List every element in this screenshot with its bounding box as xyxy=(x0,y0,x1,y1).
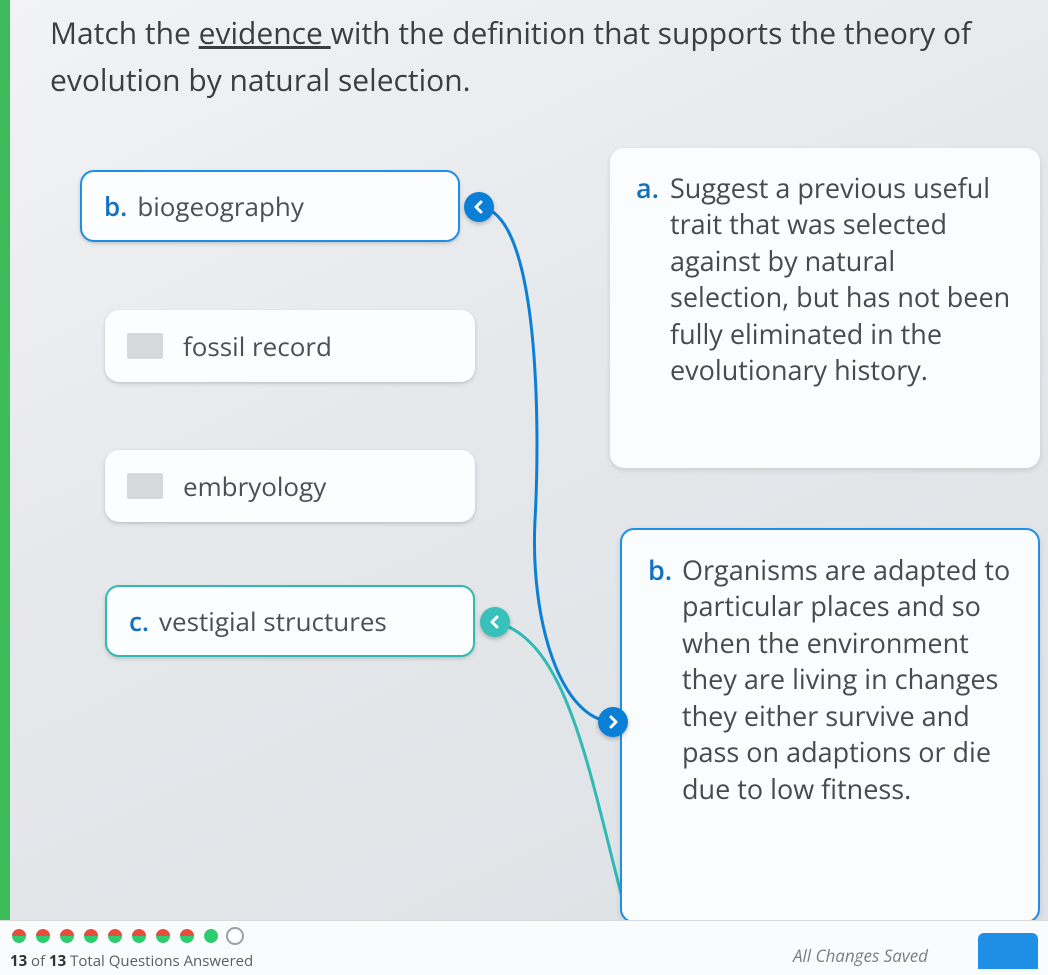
def-letter: a. xyxy=(636,170,670,389)
evidence-card-fossil-record[interactable]: fossil record xyxy=(105,310,475,382)
footer-action-button[interactable] xyxy=(978,933,1038,969)
connector-node-node-vestigial[interactable] xyxy=(480,607,510,637)
answered-count: 13 xyxy=(10,951,27,971)
progress-suffix: Total Questions Answered xyxy=(66,951,253,971)
card-label: embryology xyxy=(183,468,326,504)
def-text: Suggest a previous useful trait that was… xyxy=(670,170,1014,389)
card-label: vestigial structures xyxy=(159,603,387,639)
def-letter: b. xyxy=(648,552,682,807)
card-letter: c. xyxy=(129,603,149,639)
question-prefix: Match the xyxy=(50,12,199,53)
question-underlined: evidence xyxy=(199,12,331,53)
footer-bar: 13 of 13 Total Questions Answered All Ch… xyxy=(0,920,1048,975)
definition-card-def-a[interactable]: a.Suggest a previous useful trait that w… xyxy=(610,148,1040,468)
card-swatch xyxy=(127,333,163,359)
progress-dot[interactable] xyxy=(82,927,100,945)
progress-dot[interactable] xyxy=(130,927,148,945)
evidence-card-biogeography[interactable]: b. biogeography xyxy=(80,170,460,242)
question-text: Match the evidence with the definition t… xyxy=(50,10,1028,103)
save-status: All Changes Saved xyxy=(793,944,928,967)
progress-dot[interactable] xyxy=(10,927,28,945)
card-label: fossil record xyxy=(183,328,332,364)
progress-dot[interactable] xyxy=(34,927,52,945)
evidence-card-vestigial[interactable]: c. vestigial structures xyxy=(105,585,475,657)
progress-of: of xyxy=(27,951,49,971)
evidence-card-embryology[interactable]: embryology xyxy=(105,450,475,522)
progress-dots xyxy=(10,927,244,945)
connector-node-node-defb[interactable] xyxy=(598,707,628,737)
card-label: biogeography xyxy=(137,188,304,224)
progress-dot[interactable] xyxy=(202,927,220,945)
progress-dot[interactable] xyxy=(58,927,76,945)
connection-path xyxy=(479,207,613,722)
connection-path xyxy=(495,622,628,920)
card-swatch xyxy=(127,473,163,499)
progress-rail xyxy=(0,0,10,975)
question-area: Match the evidence with the definition t… xyxy=(10,0,1048,920)
total-count: 13 xyxy=(49,951,66,971)
progress-dot[interactable] xyxy=(178,927,196,945)
card-letter: b. xyxy=(104,188,127,224)
def-text: Organisms are adapted to particular plac… xyxy=(682,552,1012,807)
progress-dot[interactable] xyxy=(226,927,244,945)
progress-dot[interactable] xyxy=(106,927,124,945)
progress-dot[interactable] xyxy=(154,927,172,945)
definition-card-def-b[interactable]: b.Organisms are adapted to particular pl… xyxy=(620,528,1040,923)
progress-text: 13 of 13 Total Questions Answered xyxy=(10,951,253,971)
connector-node-node-biogeo[interactable] xyxy=(464,192,494,222)
